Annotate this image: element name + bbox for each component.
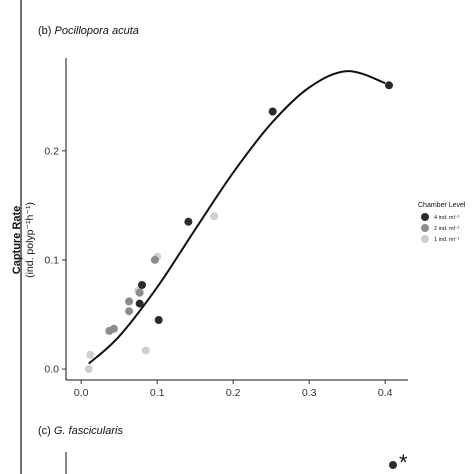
x-ticks: 0.0 0.1 0.2 0.3 0.4 [74, 380, 393, 399]
data-point [135, 299, 144, 308]
data-points [84, 81, 393, 374]
panel-c-title: (c) G. fascicularis [38, 425, 123, 437]
fit-curve [88, 70, 386, 365]
data-point [141, 346, 150, 355]
x-tick-label: 0.3 [302, 387, 317, 399]
legend-swatch-1 [421, 235, 429, 243]
panel-b-title: (b) Pocillopora acuta [38, 25, 139, 37]
panel-c-asterisk: * [399, 450, 408, 474]
x-tick-label: 0.0 [74, 387, 89, 399]
x-tick-label: 0.1 [150, 387, 165, 399]
x-tick-label: 0.2 [226, 387, 241, 399]
data-point [268, 107, 277, 116]
panel-b-species: Pocillopora acuta [55, 25, 139, 37]
data-point [125, 297, 134, 306]
data-point [150, 255, 159, 264]
legend-label-1: 1 ind. ml⁻¹ [434, 237, 460, 243]
legend-title: Chamber Level [418, 202, 466, 209]
legend-label-2: 2 ind. ml⁻¹ [434, 226, 460, 232]
y-ticks: 0.0 0.1 0.2 [44, 145, 66, 376]
panel-b-label: (b) [38, 25, 55, 37]
x-tick-label: 0.4 [378, 387, 393, 399]
y-tick-label: 0.2 [44, 145, 59, 157]
panel-c-point [389, 461, 397, 469]
y-axis-title: Capture Rate (ind. polyp⁻¹h⁻¹) [11, 202, 36, 278]
data-point [385, 81, 393, 90]
data-point [154, 316, 163, 324]
panel-c-label: (c) [38, 425, 54, 437]
y-tick-label: 0.0 [44, 364, 59, 376]
legend-swatch-4 [421, 213, 429, 221]
legend-label-4: 4 ind. ml⁻¹ [434, 215, 460, 221]
y-axis-label-sub: (ind. polyp⁻¹h⁻¹) [24, 202, 36, 278]
legend-swatch-2 [421, 224, 429, 232]
data-point [125, 307, 134, 316]
data-point [86, 350, 95, 359]
data-point [109, 324, 118, 333]
y-tick-label: 0.1 [44, 254, 59, 266]
y-axis-label-main: Capture Rate [11, 206, 23, 274]
data-point [135, 288, 144, 297]
data-point [210, 212, 219, 221]
data-point [138, 281, 146, 289]
legend: Chamber Level 4 ind. ml⁻¹ 2 ind. ml⁻¹ 1 … [418, 202, 466, 243]
data-point [184, 217, 193, 226]
panel-c-species: G. fascicularis [54, 425, 124, 437]
plot-area: 0.0 0.1 0.2 0.0 0.1 0.2 0.3 0.4 [44, 58, 408, 399]
data-point [84, 365, 93, 374]
